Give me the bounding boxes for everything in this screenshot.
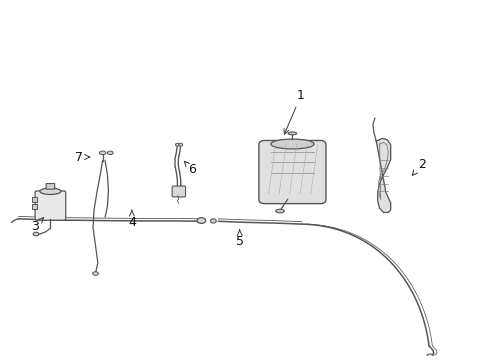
Text: 6: 6 [184, 161, 195, 176]
Bar [32, 204, 37, 209]
Ellipse shape [107, 151, 113, 154]
Text: 3: 3 [31, 218, 43, 233]
Ellipse shape [179, 143, 183, 146]
Ellipse shape [99, 151, 106, 154]
Ellipse shape [287, 132, 296, 135]
Ellipse shape [92, 272, 98, 275]
FancyBboxPatch shape [172, 186, 185, 197]
Ellipse shape [33, 232, 39, 236]
Text: 7: 7 [75, 150, 89, 163]
Bar [32, 197, 37, 202]
Ellipse shape [40, 188, 61, 194]
Ellipse shape [210, 219, 216, 223]
Ellipse shape [197, 218, 205, 224]
Text: 2: 2 [411, 158, 425, 175]
FancyBboxPatch shape [46, 184, 55, 189]
Text: 4: 4 [128, 210, 136, 229]
Text: 5: 5 [235, 230, 243, 248]
Ellipse shape [175, 143, 179, 146]
Ellipse shape [275, 209, 284, 213]
Text: 1: 1 [284, 89, 305, 134]
FancyBboxPatch shape [35, 191, 65, 220]
Polygon shape [376, 138, 390, 212]
Ellipse shape [426, 354, 432, 357]
Ellipse shape [270, 139, 313, 149]
FancyBboxPatch shape [258, 140, 325, 204]
